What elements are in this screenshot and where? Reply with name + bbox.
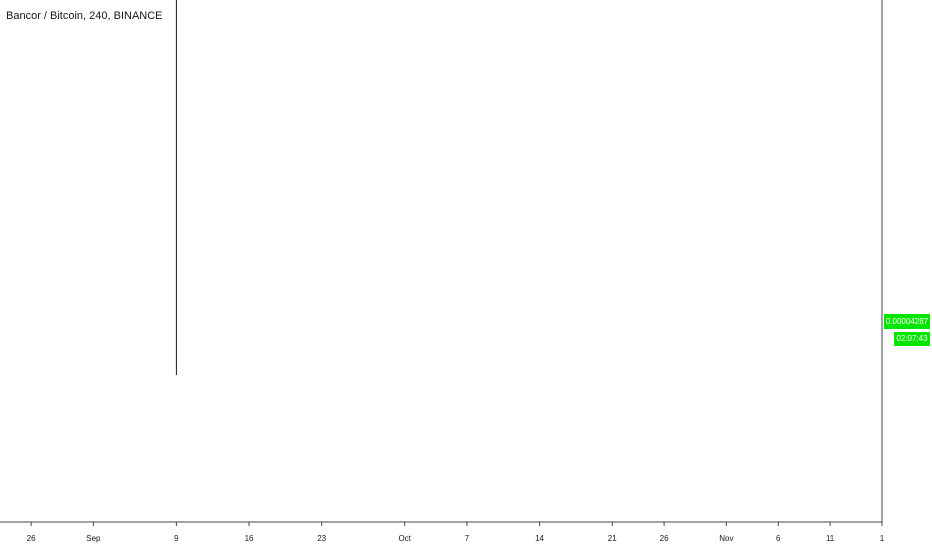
time-tick-label: 7 [465,534,470,543]
current-price-label: 0.00004287 [884,314,930,329]
time-tick-label: Oct [398,534,411,543]
time-tick-label: 26 [27,534,36,543]
candle-countdown-label: 02:07:43 [894,332,930,346]
chart-title: Bancor / Bitcoin, 240, BINANCE [6,10,163,22]
time-tick-label: Sep [86,534,101,543]
time-tick-label: 21 [608,534,617,543]
time-tick-label: 26 [660,534,669,543]
time-tick-label: 16 [245,534,254,543]
time-tick-label: 6 [776,534,781,543]
time-tick-label: 9 [174,534,179,543]
time-tick-label: 23 [317,534,326,543]
time-tick-label: Nov [719,534,733,543]
time-tick-label: 14 [535,534,544,543]
time-tick-label: 11 [826,534,835,543]
time-tick-label: 1 [880,534,885,543]
